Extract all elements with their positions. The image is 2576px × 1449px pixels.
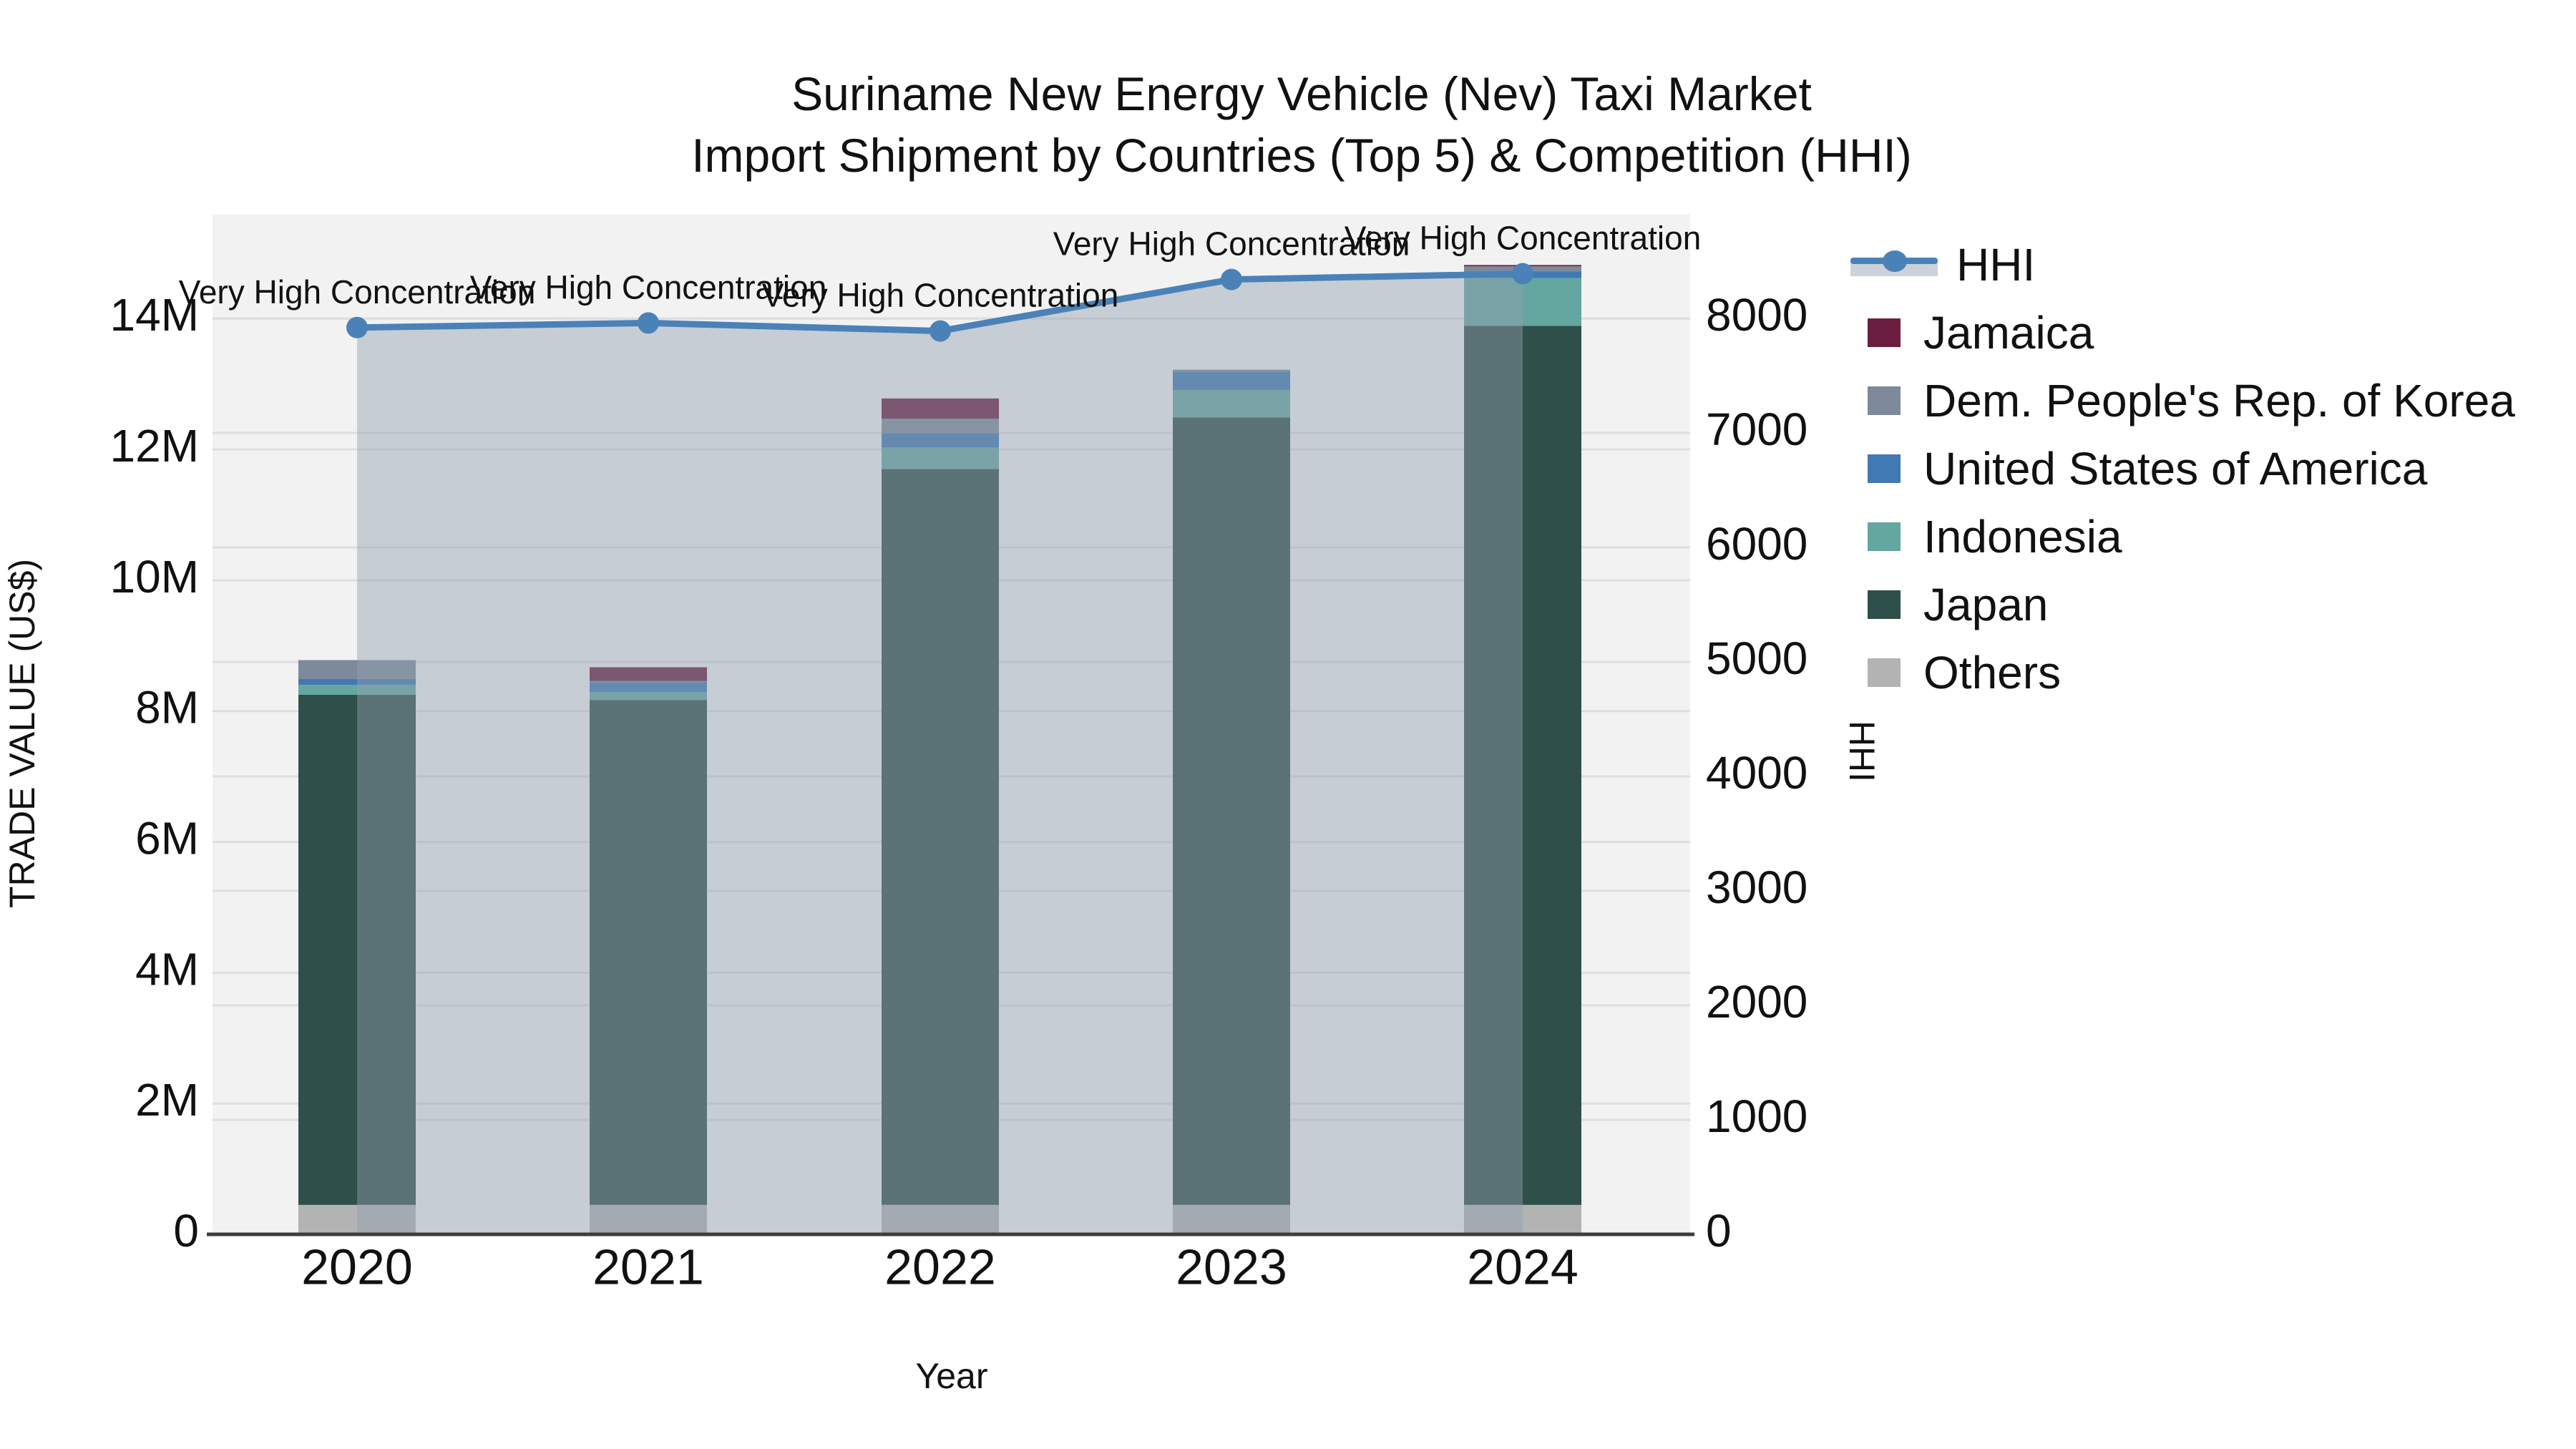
bar-segment-indonesia-2020: [298, 685, 416, 695]
legend-item-united-states-of-america[interactable]: United States of America: [1850, 434, 2515, 502]
x-tick-2022: 2022: [884, 1239, 996, 1294]
bar-segment-japan-2023: [1173, 417, 1290, 1205]
bar-segment-others-2020: [298, 1204, 416, 1234]
bar-segment-others-2023: [1173, 1204, 1290, 1234]
annotation-label-2021: Very High Concentration: [470, 269, 827, 306]
y-right-tick-6000: 6000: [1706, 518, 1807, 570]
chart-title-line1: Suriname New Energy Vehicle (Nev) Taxi M…: [791, 67, 1812, 120]
bar-segment-japan-2024: [1464, 326, 1581, 1205]
legend-label: United States of America: [1923, 442, 2428, 494]
hhi-marker-2022: [930, 320, 951, 342]
annotation-label-2020: Very High Concentration: [179, 273, 536, 311]
bar-segment-united-states-of-america-2022: [882, 433, 999, 448]
bar-segment-others-2022: [882, 1204, 999, 1234]
bar-segment-japan-2021: [590, 700, 707, 1205]
y-right-tick-5000: 5000: [1706, 633, 1807, 684]
legend-label: Japan: [1923, 578, 2049, 630]
hhi-line-swatch-icon: [1850, 250, 1938, 279]
y-right-tick-2000: 2000: [1706, 976, 1807, 1028]
x-tick-2024: 2024: [1467, 1239, 1579, 1294]
x-tick-2021: 2021: [592, 1239, 704, 1294]
legend-label: Others: [1923, 646, 2062, 698]
bar-segment-united-states-of-america-2023: [1173, 371, 1290, 390]
bar-segment-dem-people-s-rep-of-korea-2023: [1173, 369, 1290, 372]
legend-label: Jamaica: [1923, 306, 2094, 358]
legend-item-dem-people-s-rep-of-korea[interactable]: Dem. People's Rep. of Korea: [1850, 366, 2515, 434]
y-right-axis-title: HHI: [1842, 721, 1882, 782]
bar-segment-dem-people-s-rep-of-korea-2022: [882, 419, 999, 434]
x-tick-2020: 2020: [301, 1239, 413, 1294]
bar-segment-others-2024: [1464, 1204, 1581, 1234]
hhi-marker-2024: [1512, 263, 1533, 285]
legend-color-swatch-icon: [1868, 386, 1901, 415]
bar-segment-others-2021: [590, 1204, 707, 1234]
hhi-area-fill: [357, 273, 1523, 1235]
chart-title-line2: Import Shipment by Countries (Top 5) & C…: [691, 129, 1912, 182]
bar-segment-united-states-of-america-2021: [590, 682, 707, 693]
x-axis-title: Year: [915, 1356, 987, 1396]
bar-segment-indonesia-2023: [1173, 389, 1290, 418]
y-right-tick-7000: 7000: [1706, 404, 1807, 455]
bar-segment-indonesia-2021: [590, 692, 707, 701]
legend-color-swatch-icon: [1868, 658, 1901, 687]
legend-item-jamaica[interactable]: Jamaica: [1850, 298, 2515, 366]
y-left-tick-6M: 6M: [135, 812, 199, 864]
y-left-tick-8M: 8M: [135, 682, 199, 733]
y-left-axis-title: TRADE VALUE (US$): [2, 559, 42, 908]
legend-item-indonesia[interactable]: Indonesia: [1850, 502, 2515, 570]
legend-color-swatch-icon: [1868, 318, 1901, 347]
legend-item-hhi[interactable]: HHI: [1850, 230, 2515, 298]
annotation-label-2024: Very High Concentration: [1345, 220, 1702, 257]
legend-color-swatch-icon: [1868, 454, 1901, 483]
bar-segment-indonesia-2024: [1464, 278, 1581, 326]
legend-item-japan[interactable]: Japan: [1850, 570, 2515, 638]
bar-segment-indonesia-2022: [882, 447, 999, 469]
y-right-tick-0: 0: [1706, 1205, 1732, 1257]
bar-segment-jamaica-2021: [590, 667, 707, 681]
bar-segment-united-states-of-america-2020: [298, 678, 416, 686]
legend-color-swatch-icon: [1868, 522, 1901, 551]
bar-segment-japan-2020: [298, 694, 416, 1205]
y-right-tick-1000: 1000: [1706, 1091, 1807, 1142]
hhi-marker-2021: [638, 312, 659, 334]
y-left-tick-2M: 2M: [135, 1074, 199, 1126]
legend-label: Indonesia: [1923, 510, 2122, 562]
annotation-label-2023: Very High Concentration: [1053, 225, 1410, 263]
bar-segment-japan-2022: [882, 469, 999, 1205]
hhi-marker-2023: [1221, 268, 1242, 291]
bar-segment-dem-people-s-rep-of-korea-2020: [298, 660, 416, 679]
y-right-tick-4000: 4000: [1706, 747, 1807, 799]
y-right-tick-3000: 3000: [1706, 862, 1807, 913]
legend-label: Dem. People's Rep. of Korea: [1923, 374, 2515, 426]
y-left-tick-10M: 10M: [110, 551, 200, 602]
y-left-tick-0: 0: [173, 1205, 199, 1257]
bar-segment-jamaica-2022: [882, 398, 999, 419]
legend: HHI Jamaica Dem. People's Rep. of Korea Uni…: [1850, 230, 2515, 706]
legend-color-swatch-icon: [1868, 590, 1901, 619]
chart-title: Suriname New Energy Vehicle (Nev) Taxi M…: [679, 63, 1924, 186]
legend-item-others[interactable]: Others: [1850, 638, 2515, 706]
y-right-tick-8000: 8000: [1706, 289, 1807, 341]
y-left-tick-4M: 4M: [135, 943, 199, 995]
y-left-tick-12M: 12M: [110, 420, 200, 472]
hhi-marker-2020: [346, 316, 368, 338]
y-left-tick-14M: 14M: [110, 289, 200, 341]
annotation-label-2022: Very High Concentration: [762, 277, 1119, 314]
x-tick-2023: 2023: [1176, 1239, 1287, 1294]
bar-segment-dem-people-s-rep-of-korea-2021: [590, 680, 707, 683]
legend-label: HHI: [1956, 238, 2036, 291]
